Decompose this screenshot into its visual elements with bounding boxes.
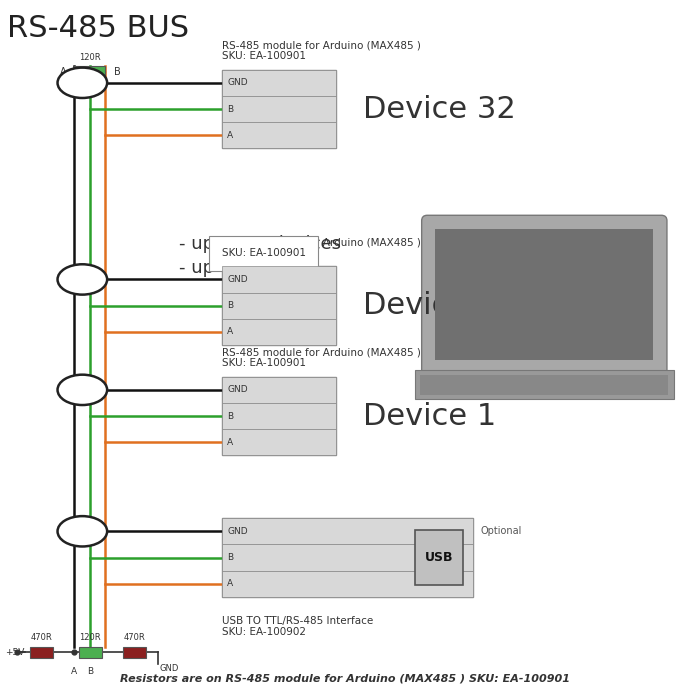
Text: 470R: 470R xyxy=(30,633,52,642)
FancyBboxPatch shape xyxy=(222,377,336,403)
FancyBboxPatch shape xyxy=(74,66,105,79)
Text: Device 1: Device 1 xyxy=(363,402,496,431)
Ellipse shape xyxy=(57,516,107,546)
Text: GND: GND xyxy=(227,385,248,395)
FancyBboxPatch shape xyxy=(222,518,473,597)
Ellipse shape xyxy=(57,68,107,98)
Text: 120R: 120R xyxy=(79,53,101,62)
FancyBboxPatch shape xyxy=(222,518,473,544)
FancyBboxPatch shape xyxy=(222,571,473,597)
Text: A: A xyxy=(227,130,234,140)
FancyBboxPatch shape xyxy=(222,403,336,429)
Text: GND: GND xyxy=(160,664,179,673)
Text: GND: GND xyxy=(227,275,248,284)
Text: Device 32: Device 32 xyxy=(363,95,516,124)
Text: A: A xyxy=(227,327,234,337)
Text: A: A xyxy=(59,68,66,77)
FancyBboxPatch shape xyxy=(222,293,336,319)
Text: 470R: 470R xyxy=(123,633,145,642)
FancyBboxPatch shape xyxy=(79,647,102,658)
Text: GND: GND xyxy=(227,78,248,88)
Text: - up to 32 devices: - up to 32 devices xyxy=(179,235,341,253)
FancyBboxPatch shape xyxy=(222,96,336,122)
FancyBboxPatch shape xyxy=(123,647,146,658)
Text: RS-485 module for Arduino (MAX485 ): RS-485 module for Arduino (MAX485 ) xyxy=(222,41,421,50)
Text: Resistors are on RS-485 module for Arduino (MAX485 ) SKU: EA-100901: Resistors are on RS-485 module for Ardui… xyxy=(119,673,570,683)
Text: SKU: EA-100901: SKU: EA-100901 xyxy=(222,359,306,368)
Text: B: B xyxy=(227,553,234,562)
Text: USB: USB xyxy=(424,551,453,564)
Text: B: B xyxy=(88,667,93,676)
FancyBboxPatch shape xyxy=(222,70,336,148)
Text: USB TO TTL/RS-485 Interface: USB TO TTL/RS-485 Interface xyxy=(222,616,373,626)
Text: SKU: EA-100901: SKU: EA-100901 xyxy=(222,52,306,61)
FancyBboxPatch shape xyxy=(420,375,668,395)
Ellipse shape xyxy=(57,375,107,405)
Text: B: B xyxy=(227,104,234,114)
Text: B: B xyxy=(227,411,234,421)
Text: A: A xyxy=(72,667,77,676)
Text: A: A xyxy=(227,437,234,447)
FancyBboxPatch shape xyxy=(422,215,667,378)
FancyBboxPatch shape xyxy=(222,266,336,345)
Ellipse shape xyxy=(57,264,107,295)
FancyBboxPatch shape xyxy=(415,530,463,585)
FancyBboxPatch shape xyxy=(435,229,653,360)
FancyBboxPatch shape xyxy=(222,70,336,96)
Text: SKU: EA-100901: SKU: EA-100901 xyxy=(222,248,306,258)
FancyBboxPatch shape xyxy=(222,122,336,148)
FancyBboxPatch shape xyxy=(222,429,336,455)
Text: A: A xyxy=(227,579,234,589)
Text: B: B xyxy=(114,68,121,77)
Text: +5V: +5V xyxy=(5,647,24,657)
FancyBboxPatch shape xyxy=(222,544,473,571)
FancyBboxPatch shape xyxy=(222,319,336,345)
FancyBboxPatch shape xyxy=(30,647,53,658)
Text: RS-485 module for Arduino (MAX485 ): RS-485 module for Arduino (MAX485 ) xyxy=(222,348,421,357)
FancyBboxPatch shape xyxy=(222,377,336,455)
Text: RS-485 module for Arduino (MAX485 ): RS-485 module for Arduino (MAX485 ) xyxy=(222,237,421,247)
Text: RS-485 BUS: RS-485 BUS xyxy=(7,14,189,43)
Text: 120R: 120R xyxy=(79,633,101,642)
FancyBboxPatch shape xyxy=(415,370,674,399)
Text: Device 2: Device 2 xyxy=(363,291,496,320)
Text: Optional: Optional xyxy=(480,526,522,536)
Text: GND: GND xyxy=(227,526,248,536)
Text: - up to 1200m: - up to 1200m xyxy=(179,259,307,277)
FancyBboxPatch shape xyxy=(222,266,336,293)
Text: SKU: EA-100902: SKU: EA-100902 xyxy=(222,627,306,637)
Text: B: B xyxy=(227,301,234,310)
